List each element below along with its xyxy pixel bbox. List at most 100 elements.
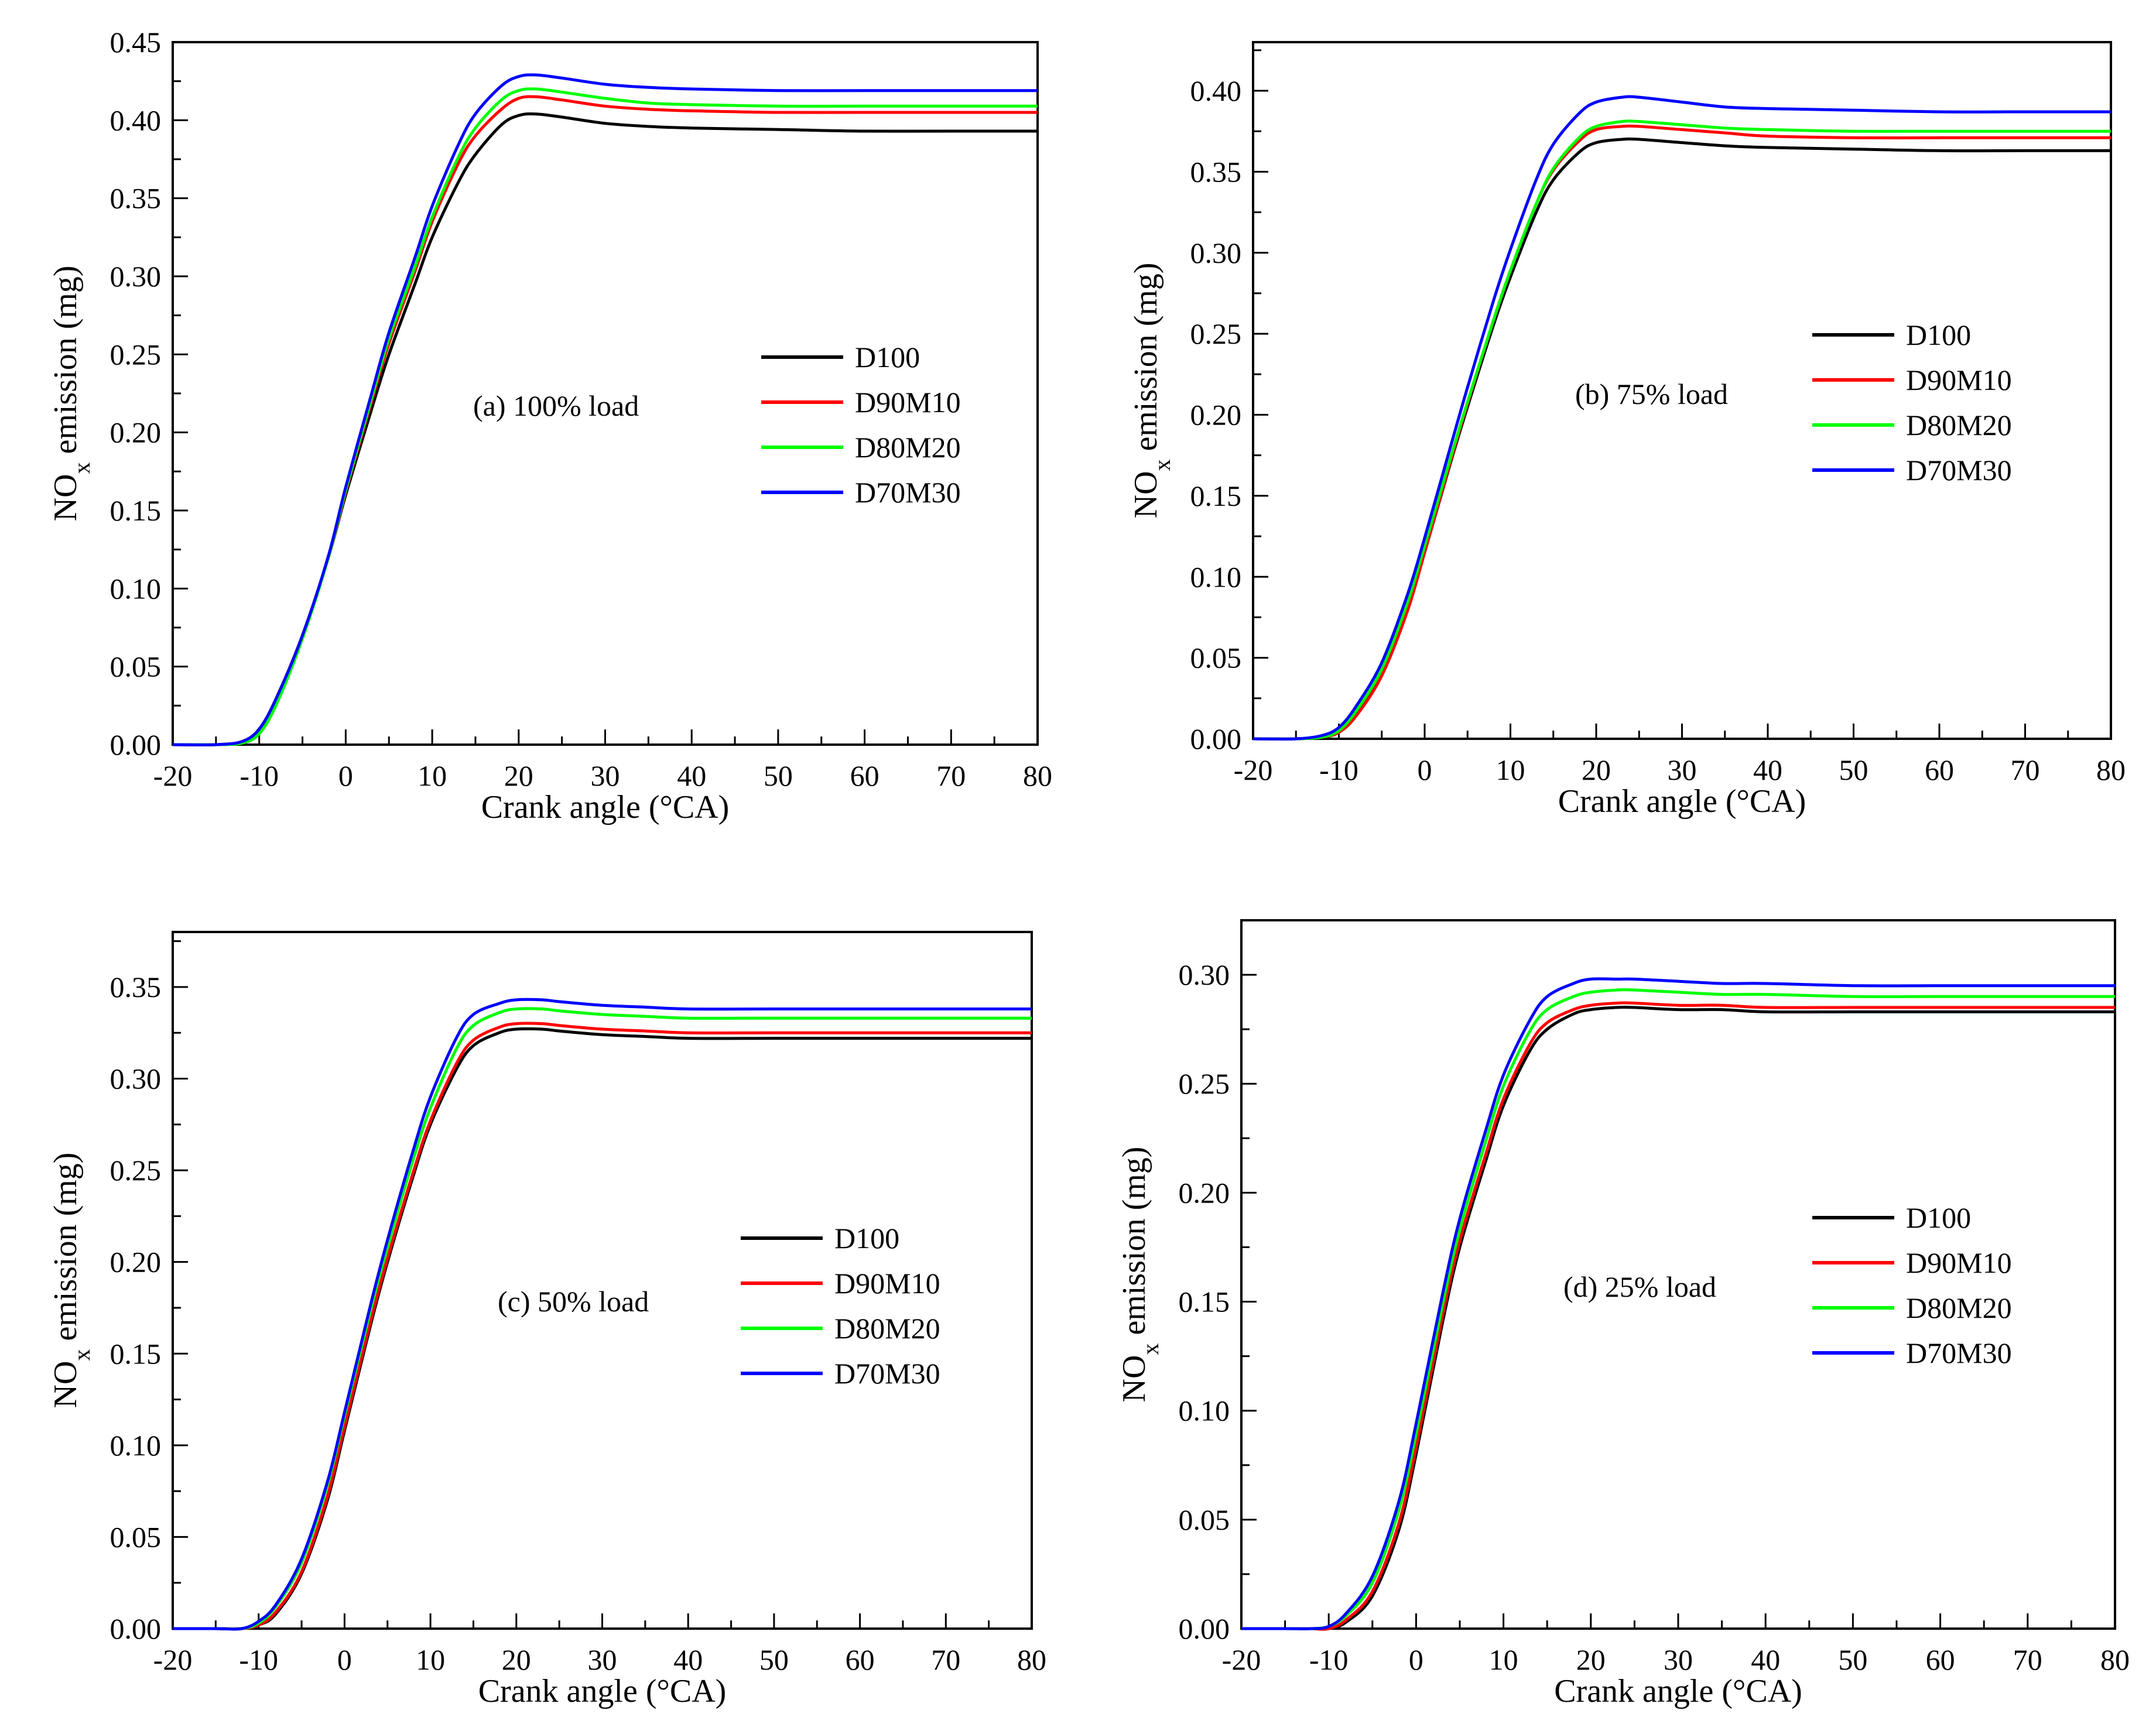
x-tick-label: 60 bbox=[850, 759, 879, 792]
legend: D100 D90M10 D80M20 D70M30 bbox=[1812, 1201, 2012, 1369]
x-tick-label: 60 bbox=[1926, 1643, 1955, 1676]
y-tick-label: 0.20 bbox=[110, 416, 162, 449]
y-tick-label: 0.10 bbox=[110, 1429, 162, 1462]
x-tick-label: 30 bbox=[588, 1643, 617, 1676]
legend-label-d80m20: D80M20 bbox=[855, 431, 961, 464]
y-tick-label: 0.00 bbox=[1190, 722, 1242, 755]
series-line-d70m30 bbox=[173, 998, 1032, 1631]
y-tick-label: 0.40 bbox=[1190, 74, 1242, 107]
y-tick-label: 0.05 bbox=[1179, 1503, 1230, 1536]
x-tick-label: 70 bbox=[931, 1643, 960, 1676]
x-tick-label: 70 bbox=[2011, 753, 2040, 786]
x-tick-label: 40 bbox=[1751, 1643, 1780, 1676]
y-tick-label: 0.00 bbox=[110, 728, 162, 761]
x-tick-label: 60 bbox=[846, 1643, 875, 1676]
y-axis-title-rest: emission (mg) bbox=[47, 1153, 84, 1349]
y-tick-label: 0.35 bbox=[110, 182, 162, 215]
panel-annotation: (c) 50% load bbox=[498, 1285, 649, 1318]
legend-label-d80m20: D80M20 bbox=[1906, 409, 2012, 441]
y-tick-label: 0.15 bbox=[110, 1337, 162, 1370]
x-tick-label: 50 bbox=[1838, 1643, 1867, 1676]
y-tick-label: 0.25 bbox=[1179, 1067, 1230, 1100]
y-tick-label: 0.05 bbox=[110, 1520, 162, 1553]
legend-label-d70m30: D70M30 bbox=[1906, 1337, 2012, 1369]
y-tick-label: 0.25 bbox=[110, 338, 162, 371]
x-tick-label: 30 bbox=[1664, 1643, 1693, 1676]
x-tick-label: 20 bbox=[504, 759, 533, 792]
series-line-d100 bbox=[1241, 1005, 2115, 1631]
y-tick-label: 0.35 bbox=[110, 971, 162, 1003]
y-tick-label: 0.10 bbox=[110, 572, 162, 605]
y-axis-title-subscript: x bbox=[1149, 460, 1175, 471]
y-tick-label: 0.30 bbox=[1190, 237, 1242, 269]
x-tick-label: 20 bbox=[502, 1643, 531, 1676]
y-tick-label: 0.25 bbox=[1190, 317, 1242, 350]
y-axis-title: NOx emission (mg) bbox=[1128, 263, 1175, 519]
x-tick-label: 60 bbox=[1925, 753, 1954, 786]
x-tick-label: 10 bbox=[416, 1643, 445, 1676]
x-tick-label: 50 bbox=[759, 1643, 789, 1676]
legend-label-d100: D100 bbox=[855, 341, 920, 373]
y-tick-label: 0.00 bbox=[110, 1612, 162, 1645]
y-axis-title-subscript: x bbox=[69, 1349, 95, 1361]
y-tick-label: 0.25 bbox=[110, 1154, 162, 1187]
panel-c: -20 -10 0 10 20 30 40 50 60 70 80 0.00 0.05 0.10 0.15 0… bbox=[47, 931, 1046, 1709]
x-tick-label: 0 bbox=[338, 759, 353, 792]
x-tick-label: 20 bbox=[1576, 1643, 1606, 1676]
y-tick-label: 0.30 bbox=[110, 1063, 162, 1095]
y-axis-title-subscript: x bbox=[1137, 1344, 1163, 1355]
y-axis-title-rest: emission (mg) bbox=[1116, 1147, 1152, 1344]
legend-label-d70m30: D70M30 bbox=[855, 476, 961, 509]
x-tick-label: 20 bbox=[1582, 753, 1611, 786]
legend-label-d100: D100 bbox=[1906, 318, 1971, 351]
x-tick-label: -10 bbox=[1319, 753, 1358, 786]
x-tick-label: 0 bbox=[1418, 753, 1432, 786]
legend-label-d100: D100 bbox=[1906, 1201, 1971, 1234]
y-tick-label: 0.45 bbox=[110, 26, 162, 59]
x-axis-title: Crank angle (°CA) bbox=[1554, 1673, 1802, 1709]
y-tick-label: 0.40 bbox=[110, 104, 162, 136]
y-axis-title-subscript: x bbox=[69, 462, 95, 474]
panel-annotation: (d) 25% load bbox=[1563, 1270, 1716, 1303]
y-axis-title-main: NO bbox=[1116, 1355, 1152, 1403]
x-axis-title: Crank angle (°CA) bbox=[478, 1673, 727, 1709]
x-tick-label: 50 bbox=[764, 759, 793, 792]
y-tick-label: 0.00 bbox=[1179, 1612, 1230, 1645]
y-tick-label: 0.05 bbox=[1190, 642, 1242, 674]
legend-label-d90m10: D90M10 bbox=[834, 1267, 940, 1300]
series-line-d80m20 bbox=[1252, 119, 2111, 741]
x-tick-label: 80 bbox=[1023, 759, 1052, 792]
legend: D100 D90M10 D80M20 D70M30 bbox=[1812, 318, 2012, 486]
x-tick-label: -20 bbox=[153, 759, 193, 792]
x-tick-label: 0 bbox=[1409, 1643, 1423, 1676]
x-tick-label: 40 bbox=[1753, 753, 1782, 786]
y-tick-label: 0.35 bbox=[1190, 155, 1242, 188]
y-tick-label: 0.10 bbox=[1179, 1394, 1230, 1427]
y-tick-label: 0.30 bbox=[1179, 958, 1230, 991]
series-line-d80m20 bbox=[1241, 988, 2115, 1630]
series-line-d80m20 bbox=[173, 1007, 1032, 1631]
y-axis-title-main: NO bbox=[1128, 471, 1164, 519]
legend-label-d80m20: D80M20 bbox=[834, 1312, 940, 1345]
x-tick-label: 80 bbox=[2096, 753, 2126, 786]
legend-label-d90m10: D90M10 bbox=[1906, 364, 2012, 396]
y-tick-label: 0.15 bbox=[1179, 1286, 1230, 1318]
series-line-d90m10 bbox=[173, 1022, 1032, 1630]
panel-a: -20 -10 0 10 20 30 40 50 60 70 80 0.00 0.05 0.10 0.15 0… bbox=[47, 26, 1052, 825]
x-tick-label: -10 bbox=[239, 1643, 278, 1676]
x-tick-label: 80 bbox=[1017, 1643, 1046, 1676]
x-axis-title: Crank angle (°CA) bbox=[481, 789, 730, 825]
y-tick-label: 0.15 bbox=[1190, 479, 1242, 512]
x-tick-label: 50 bbox=[1839, 753, 1868, 786]
y-axis-title: NOx emission (mg) bbox=[47, 1153, 95, 1409]
x-tick-label: 40 bbox=[673, 1643, 703, 1676]
x-tick-label: -20 bbox=[1222, 1643, 1261, 1676]
x-tick-label: -20 bbox=[153, 1643, 193, 1676]
y-axis-title-rest: emission (mg) bbox=[47, 266, 84, 462]
x-tick-label: 80 bbox=[2100, 1643, 2130, 1676]
x-tick-label: 40 bbox=[677, 759, 706, 792]
y-tick-label: 0.20 bbox=[1190, 399, 1242, 431]
panel-b: -20 -10 0 10 20 30 40 50 60 70 80 0.00 0.05 0.10 0.15 0… bbox=[1128, 41, 2126, 820]
x-axis-title: Crank angle (°CA) bbox=[1558, 783, 1806, 820]
y-axis-title-main: NO bbox=[47, 1361, 84, 1409]
